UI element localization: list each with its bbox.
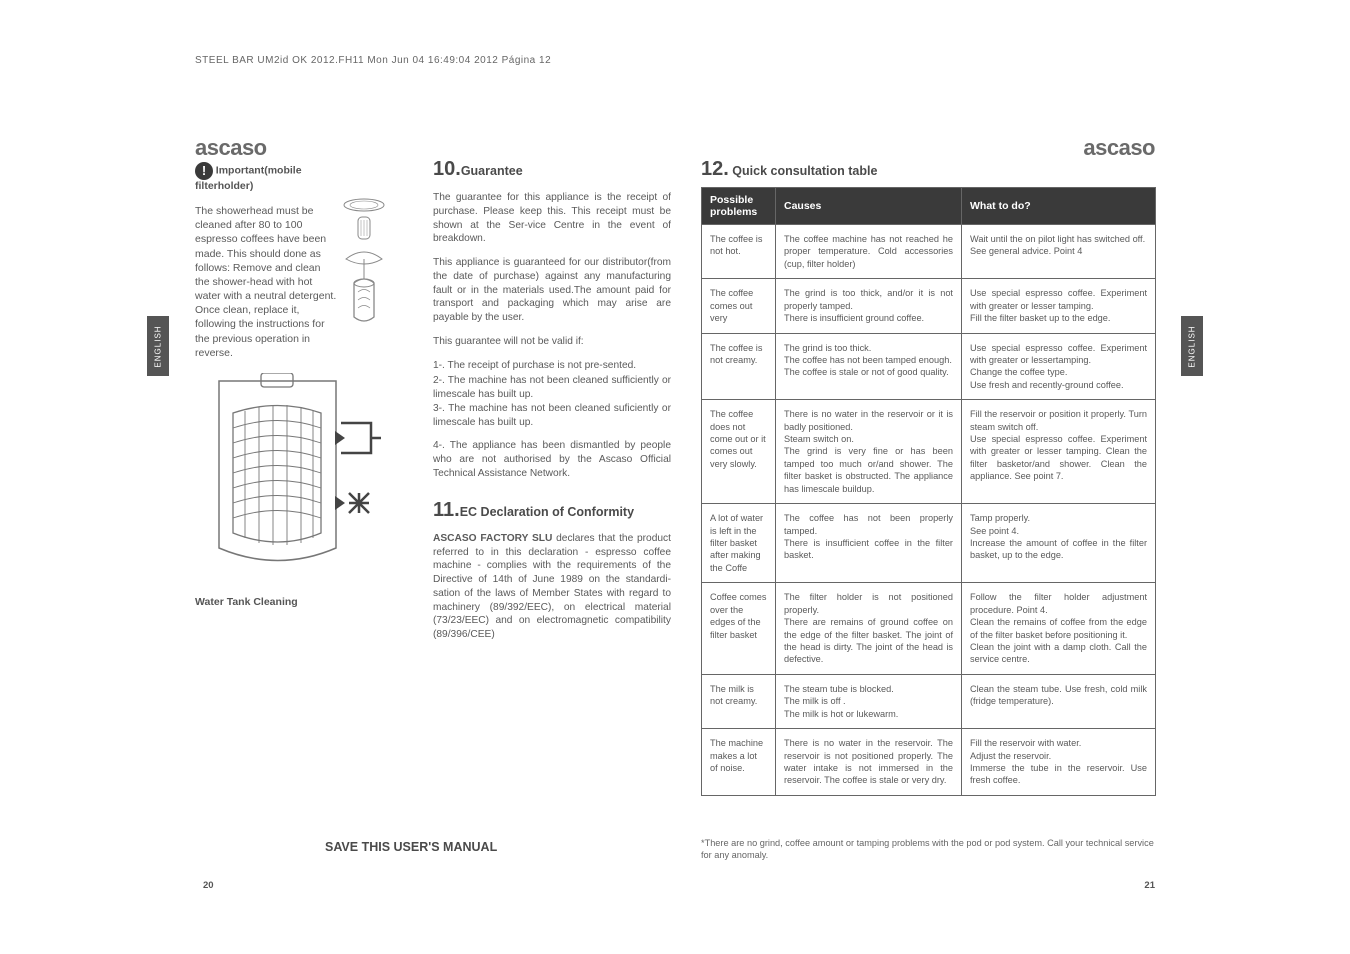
table-row: The coffee is not creamy.The grind is to…	[702, 333, 1156, 400]
table-cell: The grind is too thick. The coffee has n…	[776, 333, 962, 400]
tank-caption: Water Tank Cleaning	[195, 596, 298, 608]
table-cell: The milk is not creamy.	[702, 674, 776, 728]
section-11-body: ASCASO FACTORY SLU declares that the pro…	[433, 532, 671, 642]
table-cell: Fill the reservoir or position it proper…	[962, 400, 1156, 504]
section-10: 10.Guarantee The guarantee for this appl…	[433, 158, 671, 642]
table-cell: There is no water in the reservoir. The …	[776, 729, 962, 796]
table-header-todo: What to do?	[962, 188, 1156, 225]
table-cell: The coffee is not creamy.	[702, 333, 776, 400]
section-10-body: The guarantee for this appliance is the …	[433, 191, 671, 481]
table-cell: Fill the reservoir with water. Adjust th…	[962, 729, 1156, 796]
table-cell: Wait until the on pilot light has switch…	[962, 225, 1156, 279]
table-cell: Use special espresso coffee. Experiment …	[962, 333, 1156, 400]
table-cell: The steam tube is blocked. The milk is o…	[776, 674, 962, 728]
table-cell: The coffee machine has not reached he pr…	[776, 225, 962, 279]
water-tank-diagram	[201, 373, 381, 583]
language-tab-right: ENGLISH	[1181, 316, 1203, 376]
page-number-left: 20	[203, 880, 214, 891]
table-header-causes: Causes	[776, 188, 962, 225]
table-row: Coffee comes over the edges of the filte…	[702, 583, 1156, 675]
save-manual-notice: SAVE THIS USER'S MANUAL	[325, 840, 497, 854]
table-cell: The coffee does not come out or it comes…	[702, 400, 776, 504]
brand-logo-left: ascaso	[195, 135, 267, 161]
table-cell: Tamp properly. See point 4. Increase the…	[962, 504, 1156, 583]
consultation-table: Possible problems Causes What to do? The…	[701, 187, 1156, 796]
table-footnote: *There are no grind, coffee amount or ta…	[701, 838, 1156, 862]
important-heading: ! Important(mobile filterholder)	[195, 162, 355, 192]
shower-diagram	[340, 197, 388, 327]
table-cell: The filter holder is not positioned prop…	[776, 583, 962, 675]
table-cell: Use special espresso coffee. Experiment …	[962, 279, 1156, 333]
section-10-heading: 10.Guarantee	[433, 158, 671, 181]
important-icon: !	[195, 162, 213, 180]
document-header: STEEL BAR UM2id OK 2012.FH11 Mon Jun 04 …	[195, 55, 551, 66]
page-number-right: 21	[1144, 880, 1155, 891]
table-cell: The coffee has not been properly tamped.…	[776, 504, 962, 583]
section-11-heading: 11.EC Declaration of Conformity	[433, 499, 671, 522]
table-cell: The coffee is not hot.	[702, 225, 776, 279]
table-header-row: Possible problems Causes What to do?	[702, 188, 1156, 225]
table-cell: The coffee comes out very	[702, 279, 776, 333]
table-cell: Coffee comes over the edges of the filte…	[702, 583, 776, 675]
table-cell: There is no water in the reservoir or it…	[776, 400, 962, 504]
table-row: The machine makes a lot of noise.There i…	[702, 729, 1156, 796]
section-12-heading: 12. Quick consultation table	[701, 158, 1156, 181]
table-row: The milk is not creamy.The steam tube is…	[702, 674, 1156, 728]
language-tab-left: ENGLISH	[147, 316, 169, 376]
table-row: The coffee does not come out or it comes…	[702, 400, 1156, 504]
section-12: 12. Quick consultation table Possible pr…	[701, 158, 1156, 796]
table-cell: The grind is too thick, and/or it is not…	[776, 279, 962, 333]
table-cell: Clean the steam tube. Use fresh, cold mi…	[962, 674, 1156, 728]
table-row: The coffee is not hot.The coffee machine…	[702, 225, 1156, 279]
table-row: A lot of water is left in the filter bas…	[702, 504, 1156, 583]
table-cell: The machine makes a lot of noise.	[702, 729, 776, 796]
shower-paragraph: The showerhead must be cleaned after 80 …	[195, 204, 337, 360]
table-cell: A lot of water is left in the filter bas…	[702, 504, 776, 583]
table-header-problems: Possible problems	[702, 188, 776, 225]
table-row: The coffee comes out veryThe grind is to…	[702, 279, 1156, 333]
table-cell: Follow the filter holder adjustment proc…	[962, 583, 1156, 675]
